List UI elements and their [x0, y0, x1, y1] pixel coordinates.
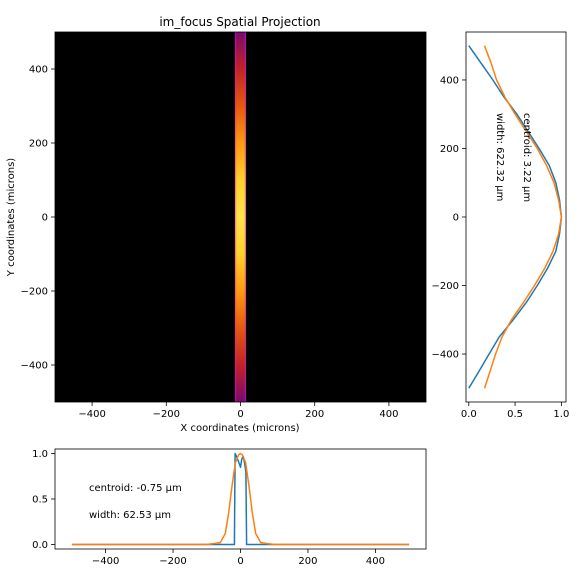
- heatmap-y-tick-label: −200: [21, 287, 48, 298]
- x-profile-x-tick-label: 200: [298, 556, 317, 567]
- y-profile-series-2: [483, 45, 563, 389]
- x-profile-width-annotation: width: 62.53 μm: [89, 510, 171, 521]
- heatmap-x-tick-label: 400: [379, 409, 398, 420]
- y-profile-y-tick-label: 0: [453, 213, 459, 224]
- y-profile-panel: 0.0 0.5 1.0 −400 −200 0 200 400 centroid: 3.22…: [432, 31, 569, 420]
- x-profile-y-tick-label: 0.0: [32, 540, 48, 551]
- x-profile-series-2: [71, 452, 410, 546]
- heatmap-y-tick-label: −400: [21, 361, 48, 372]
- heatmap-x-tick-label: −200: [153, 409, 180, 420]
- heatmap-panel: im_focus Spatial Projection −400 −200 0 200…: [6, 15, 427, 434]
- x-profile-x-tick-label: −400: [92, 556, 119, 567]
- x-profile-x-tick-label: 400: [366, 556, 385, 567]
- heatmap-y-tick-label: 200: [29, 139, 48, 150]
- x-profile-x-tick-label: 0: [237, 556, 243, 567]
- heatmap-y-axis-label: Y coordinates (microns): [6, 158, 17, 277]
- heatmap-y-tick-label: 0: [42, 213, 48, 224]
- y-profile-centroid-annotation: centroid: 3.22 μm: [521, 113, 532, 202]
- heatmap-x-tick-label: 200: [305, 409, 324, 420]
- y-profile-x-tick-label: 0.5: [507, 409, 523, 420]
- x-profile-panel: −400 −200 0 200 400 0.0 0.5 1.0 centroid: -0.7…: [32, 448, 427, 567]
- y-profile-y-tick-label: 400: [440, 75, 459, 86]
- y-profile-y-tick-label: −400: [432, 350, 459, 361]
- y-profile-x-tick-label: 1.0: [553, 409, 569, 420]
- heatmap-stripe-edge: [234, 32, 247, 402]
- heatmap-x-tick-label: −400: [78, 409, 105, 420]
- heatmap-x-tick-label: 0: [237, 409, 243, 420]
- heatmap-title: im_focus Spatial Projection: [159, 15, 320, 29]
- x-profile-y-tick-label: 0.5: [32, 495, 48, 506]
- x-profile-centroid-annotation: centroid: -0.75 μm: [89, 483, 182, 494]
- y-profile-y-tick-label: 200: [440, 144, 459, 155]
- y-profile-width-annotation: width: 622.32 μm: [494, 113, 505, 201]
- x-profile-y-tick-label: 1.0: [32, 449, 48, 460]
- y-profile-frame: [465, 31, 567, 403]
- x-profile-x-tick-label: −200: [159, 556, 186, 567]
- x-profile-series-1: [71, 452, 410, 546]
- y-profile-y-tick-label: −200: [432, 281, 459, 292]
- heatmap-y-tick-label: 400: [29, 65, 48, 76]
- y-profile-x-tick-label: 0.0: [461, 409, 477, 420]
- heatmap-x-axis-label: X coordinates (microns): [180, 423, 299, 434]
